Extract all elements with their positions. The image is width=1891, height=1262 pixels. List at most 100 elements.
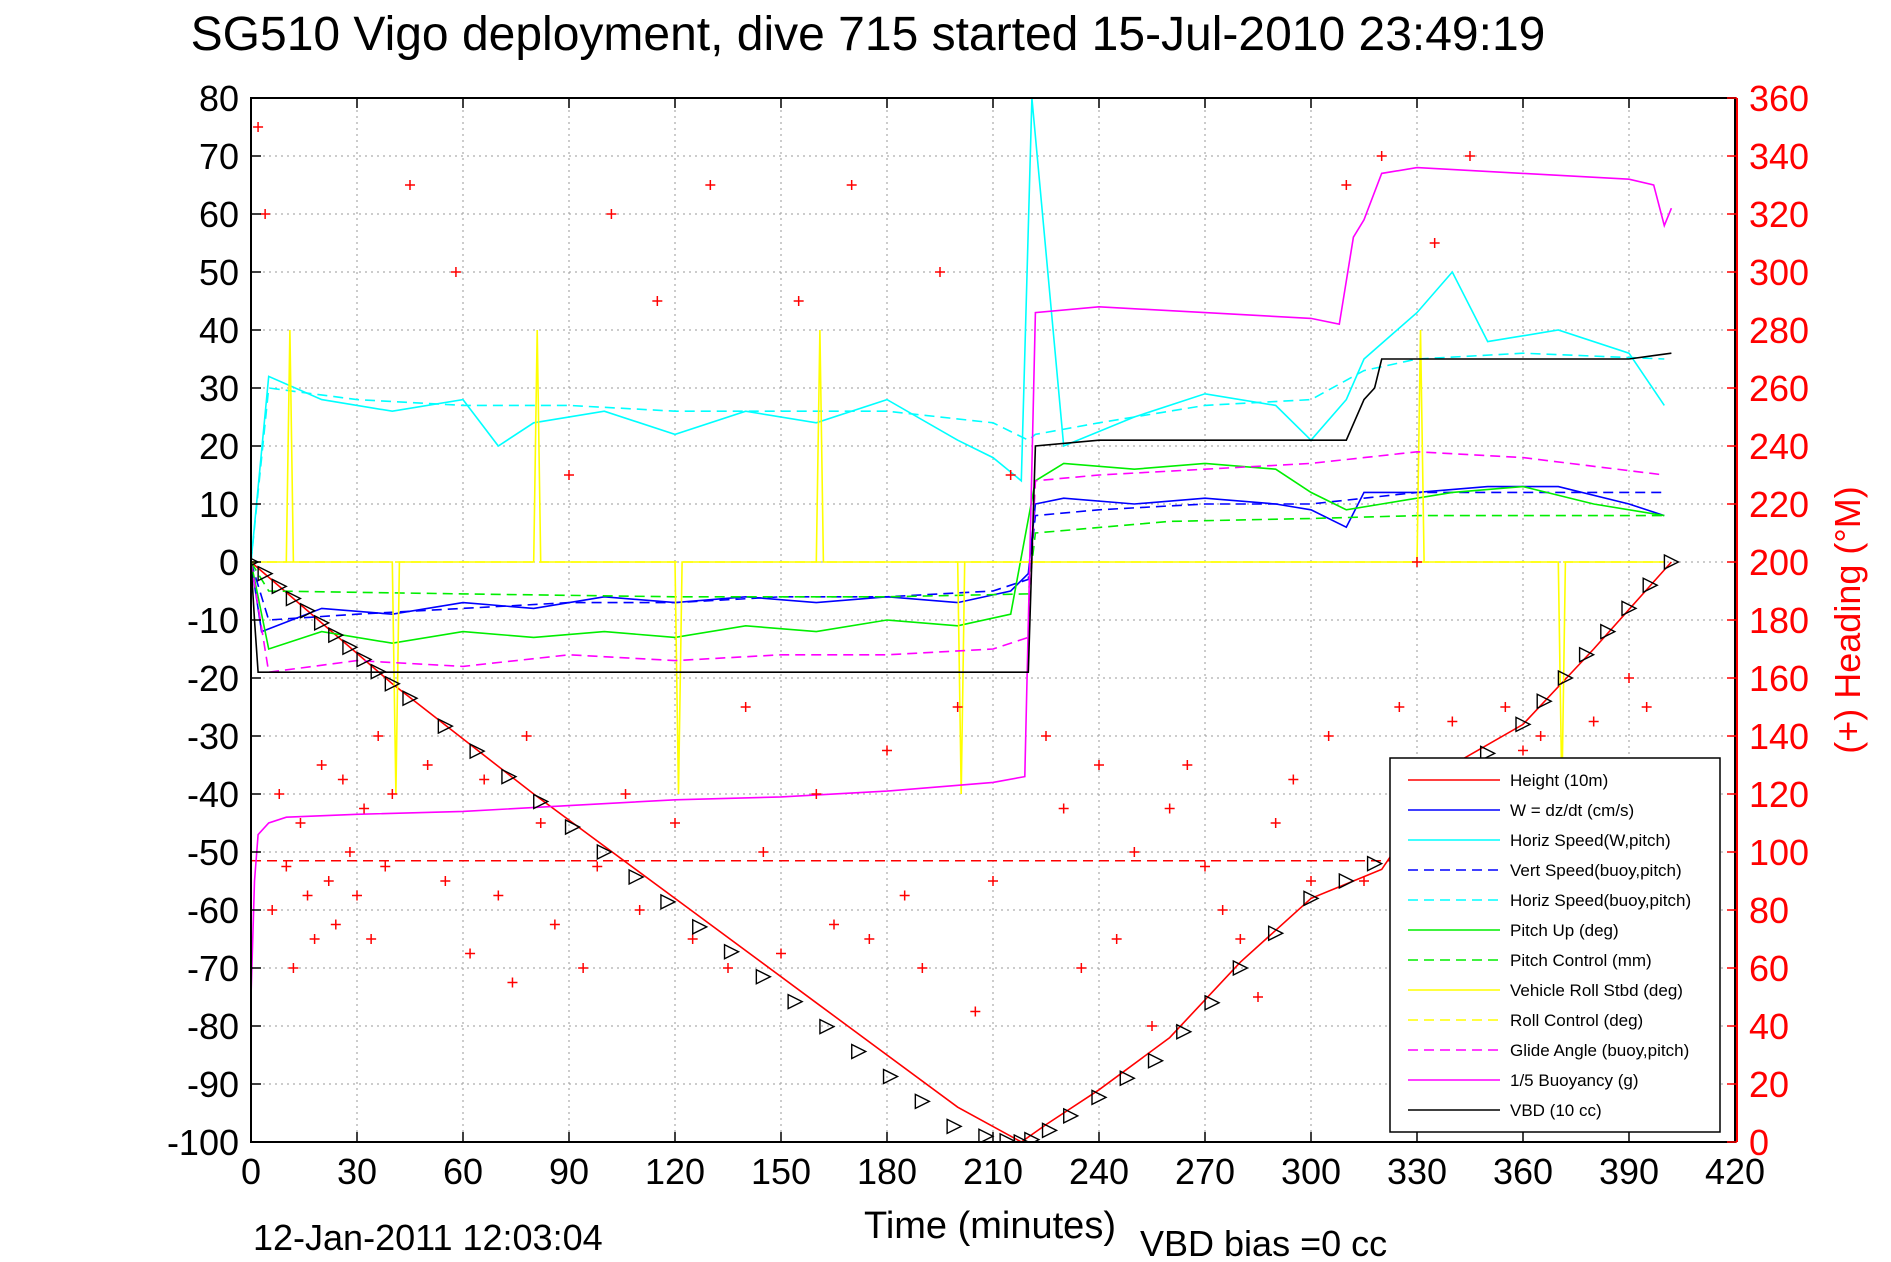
heading-point [479,774,490,785]
marker-point [1366,855,1384,872]
y-tick-label: 0 [219,542,239,583]
heading-point [323,876,334,886]
marker-point [596,843,613,861]
marker-point [328,626,345,644]
x-tick-label: 90 [549,1151,589,1192]
marker-point [1147,1052,1165,1069]
heading-point [316,760,327,770]
marker-point [1063,1107,1080,1125]
marker-point [437,718,454,735]
x-tick-label: 330 [1387,1151,1447,1192]
y-tick-label: 40 [199,310,239,351]
marker-point [692,918,709,935]
legend-label: Vehicle Roll Stbd (deg) [1510,981,1683,1000]
heading-points [253,122,1652,1031]
y-tick-label: -100 [167,1122,239,1163]
y-tick-label: -40 [187,774,239,815]
marker-point [1600,623,1617,640]
heading-point [1323,731,1334,741]
heading-point [1076,963,1087,973]
y-tick-label: -10 [187,600,239,641]
heading-point [1518,745,1528,756]
heading-point [1041,731,1051,741]
marker-point [533,793,550,810]
series-line-3 [251,491,1665,621]
y-tick-label: 10 [199,484,239,525]
heading-point [1535,731,1546,741]
marker-point [1338,872,1355,890]
y-tick-label-right: 360 [1749,78,1809,119]
marker-point [723,943,741,960]
x-tick-label: 270 [1175,1151,1235,1192]
y-tick-label: 60 [199,194,239,235]
marker-point [356,651,373,668]
series-line-5 [251,462,1665,651]
heading-point [1288,774,1299,785]
heading-point [387,789,398,799]
heading-point [405,180,415,190]
heading-point [1394,702,1405,712]
legend-label: Roll Control (deg) [1510,1011,1643,1030]
heading-point [652,296,663,306]
marker-point [851,1043,868,1060]
heading-point [864,934,875,944]
heading-point [882,745,892,756]
heading-point [1270,818,1281,828]
y-tick-label-right: 140 [1749,716,1809,757]
marker-points [251,553,1680,1142]
marker-point [882,1068,900,1085]
y-tick-label: -50 [187,832,239,873]
x-tick-label: 150 [751,1151,811,1192]
chart-title: SG510 Vigo deployment, dive 715 started … [191,8,1546,61]
heading-point [1005,470,1016,480]
heading-point [380,861,391,872]
marker-point [1041,1122,1059,1139]
legend-label: Pitch Control (mm) [1510,951,1652,970]
marker-point [1557,669,1574,687]
x-tick-label: 240 [1069,1151,1129,1192]
heading-point [793,296,804,306]
y-tick-label-right: 80 [1749,890,1789,931]
heading-point [1341,180,1352,190]
heading-point [952,702,963,712]
marker-point [660,893,677,911]
x-tick-label: 360 [1493,1151,1553,1192]
marker-point [1479,745,1497,762]
y-tick-label-right: 60 [1749,948,1789,989]
legend-label: Height (10m) [1510,771,1608,790]
legend: Height (10m) W = dz/dt (cm/s) Horiz Speed(… [1389,757,1721,1133]
marker-point [1176,1023,1193,1040]
marker-point [978,1128,995,1142]
y-tick-label: 70 [199,136,239,177]
marker-point [787,993,804,1010]
heading-point [1200,861,1210,872]
heading-point [620,789,631,799]
y-tick-label: -80 [187,1006,239,1047]
legend-label: VBD (10 cc) [1510,1101,1602,1120]
y-tick-label: -20 [187,658,239,699]
heading-point [1412,557,1422,567]
marker-point [1578,646,1596,663]
heading-point [988,876,998,886]
series-layer [251,98,1673,1142]
marker-point [628,868,645,886]
legend-label: Pitch Up (deg) [1510,921,1619,940]
marker-point [501,768,518,785]
series-line-2 [251,98,1665,563]
x-tick-label: 120 [645,1151,705,1192]
axes: 0 30 60 90 120 150 180 210 240 270 300 330 360 390 420… [167,78,1809,1192]
heading-point [549,919,560,930]
legend-label: Horiz Speed(buoy,pitch) [1510,891,1691,910]
y-tick-label-right: 340 [1749,136,1809,177]
y-tick-label-right: 240 [1749,426,1809,467]
legend-box [1389,757,1721,1133]
x-tick-label: 210 [963,1151,1023,1192]
heading-point [422,760,433,770]
y-tick-label-right: 200 [1749,542,1809,583]
heading-point [634,905,645,915]
heading-point [1253,992,1263,1002]
heading-point [1465,151,1475,161]
marker-point [819,1018,836,1035]
series-line-10 [251,166,1673,998]
heading-point [253,122,264,132]
